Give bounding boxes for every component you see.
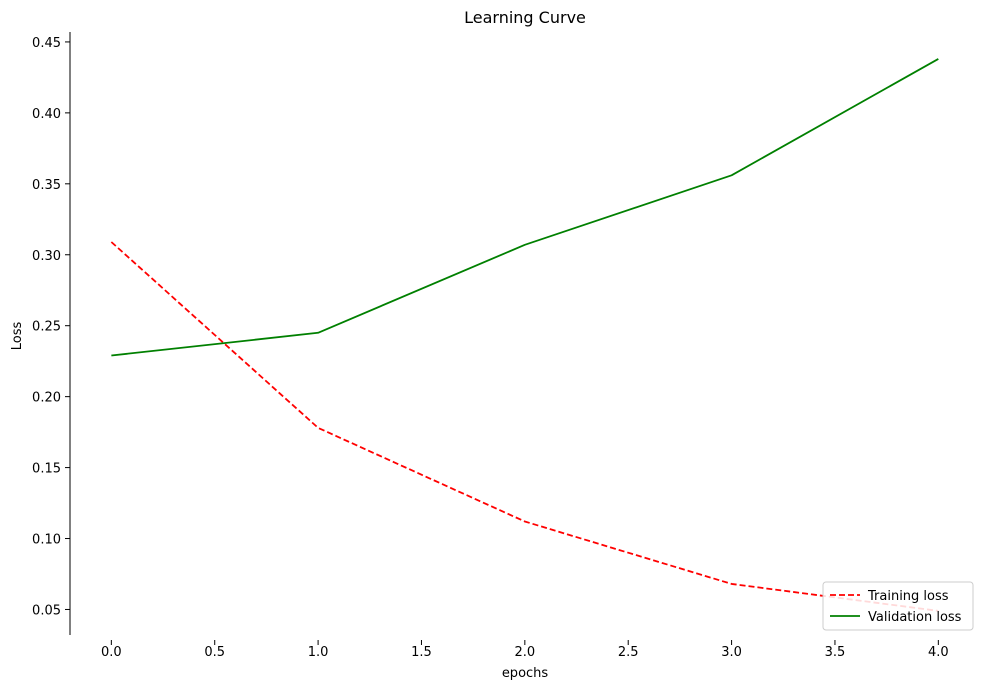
y-tick-label: 0.35 <box>32 178 61 193</box>
legend-label-validation: Validation loss <box>868 610 962 625</box>
y-tick-label: 0.15 <box>32 462 61 477</box>
x-tick-label: 1.5 <box>411 645 432 660</box>
legend: Training loss Validation loss <box>822 581 974 631</box>
y-tick-label: 0.30 <box>32 249 61 264</box>
series-line-training <box>110 241 939 612</box>
x-tick-label: 2.5 <box>618 645 639 660</box>
series-layer <box>110 58 939 612</box>
legend-box <box>822 581 974 631</box>
y-axis-label: Loss <box>10 322 25 351</box>
chart-title: Learning Curve <box>464 8 586 27</box>
x-tick-label: 2.0 <box>514 645 535 660</box>
x-ticks: 0.0 0.5 1.0 1.5 2.0 2.5 3.0 3.5 4.0 <box>101 640 949 660</box>
series-line-validation <box>111 58 939 357</box>
y-tick-label: 0.45 <box>32 36 61 51</box>
x-tick-label: 0.0 <box>101 645 122 660</box>
x-tick-label: 1.0 <box>308 645 329 660</box>
y-ticks: 0.05 0.10 0.15 0.20 0.25 0.30 0.35 0.40 0.45 <box>32 36 70 618</box>
x-axis-label: epochs <box>502 666 549 681</box>
x-tick-label: 0.5 <box>204 645 225 660</box>
y-tick-label: 0.40 <box>32 107 61 122</box>
legend-label-training: Training loss <box>867 589 949 604</box>
x-tick-label: 4.0 <box>928 645 949 660</box>
y-tick-label: 0.20 <box>32 391 61 406</box>
y-tick-label: 0.10 <box>32 533 61 548</box>
y-tick-label: 0.05 <box>32 603 61 618</box>
x-tick-label: 3.0 <box>721 645 742 660</box>
y-tick-label: 0.25 <box>32 320 61 335</box>
x-tick-label: 3.5 <box>825 645 846 660</box>
